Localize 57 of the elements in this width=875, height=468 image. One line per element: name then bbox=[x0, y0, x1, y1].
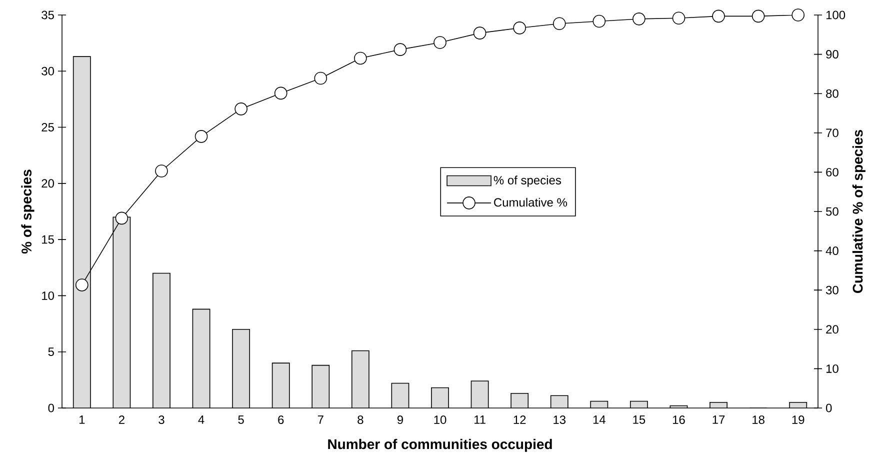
x-tick-label: 1 bbox=[79, 416, 85, 424]
y-tick-label: 35 bbox=[42, 10, 54, 20]
point bbox=[115, 212, 128, 225]
x-tick-label: 9 bbox=[397, 416, 403, 424]
x-tick-label: 15 bbox=[633, 416, 646, 424]
bar bbox=[352, 350, 369, 408]
y2-axis-title: Cumulative % of species bbox=[852, 130, 866, 293]
x-tick-label: 14 bbox=[593, 416, 606, 424]
bar bbox=[232, 329, 250, 408]
y2-tick-label: 10 bbox=[826, 364, 838, 373]
y-tick-label: 30 bbox=[42, 66, 54, 76]
x-tick-label: 5 bbox=[238, 416, 244, 424]
y2-tick-label: 30 bbox=[826, 286, 838, 294]
x-tick-label: 11 bbox=[474, 416, 486, 424]
y2-tick-label: 0 bbox=[826, 404, 832, 412]
legend-label: % of species bbox=[494, 176, 562, 187]
bar bbox=[471, 381, 488, 408]
x-tick-label: 6 bbox=[278, 416, 284, 424]
x-axis-title: Number of communities occupied bbox=[328, 438, 552, 452]
y2-tick-label: 40 bbox=[826, 246, 838, 256]
y2-tick-label: 90 bbox=[826, 50, 838, 59]
y-tick-label: 10 bbox=[42, 291, 54, 300]
x-tick-label: 17 bbox=[712, 416, 725, 424]
point bbox=[76, 278, 88, 292]
x-tick-label: 8 bbox=[358, 416, 364, 424]
x-tick-label: 4 bbox=[198, 416, 204, 424]
x-tick-label: 3 bbox=[158, 416, 164, 424]
y2-tick-label: 50 bbox=[826, 207, 838, 216]
y-tick-label: 20 bbox=[42, 179, 54, 188]
y-tick-label: 0 bbox=[48, 404, 54, 412]
y-axis-title: % of species bbox=[21, 170, 34, 254]
legend-label: Cumulative % bbox=[494, 198, 568, 207]
x-tick-label: 13 bbox=[554, 416, 566, 424]
x-tick-label: 16 bbox=[672, 416, 685, 424]
y2-tick-label: 80 bbox=[826, 89, 838, 98]
y-tick-label: 15 bbox=[42, 235, 54, 244]
y-tick-label: 25 bbox=[42, 123, 54, 132]
y2-tick-label: 20 bbox=[826, 325, 838, 334]
bar bbox=[312, 365, 330, 408]
bar bbox=[272, 363, 290, 408]
bar bbox=[73, 56, 90, 408]
y2-tick-label: 70 bbox=[826, 128, 838, 138]
x-tick-label: 10 bbox=[434, 416, 446, 424]
y2-tick-label: 60 bbox=[826, 168, 838, 176]
x-tick-label: 7 bbox=[318, 416, 324, 424]
bar bbox=[431, 388, 449, 408]
bar bbox=[113, 217, 130, 408]
y-tick-label: 5 bbox=[48, 348, 54, 356]
bar bbox=[550, 396, 568, 408]
bar bbox=[192, 309, 210, 408]
bar bbox=[392, 383, 409, 408]
x-tick-label: 12 bbox=[514, 416, 526, 424]
y2-tick-label: 100 bbox=[826, 10, 846, 20]
x-tick-label: 2 bbox=[118, 416, 124, 424]
x-tick-label: 19 bbox=[792, 416, 804, 424]
x-tick-label: 18 bbox=[752, 416, 764, 424]
bar bbox=[152, 273, 170, 408]
